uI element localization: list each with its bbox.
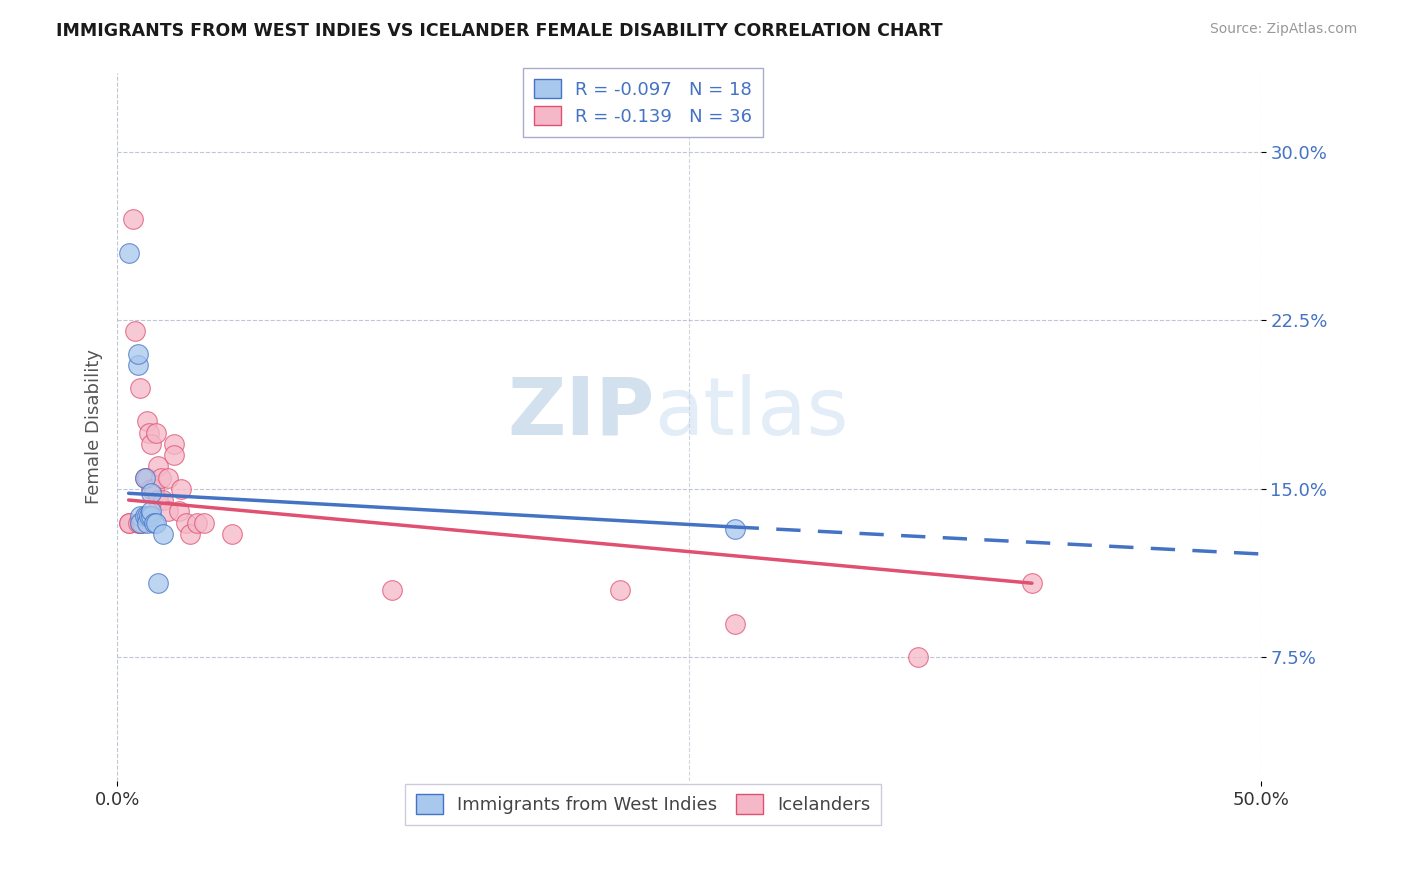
Point (179, 526, 201, 541)
Legend: Immigrants from West Indies, Icelanders: Immigrants from West Indies, Icelanders (405, 783, 882, 825)
Point (135, 508, 157, 523)
Point (148, 459, 170, 474)
Point (142, 516, 165, 530)
Point (129, 381, 152, 395)
Text: atlas: atlas (655, 374, 849, 452)
Point (135, 470, 157, 484)
Point (117, 245, 139, 260)
Point (124, 325, 146, 339)
Point (131, 516, 153, 530)
Point (134, 508, 156, 523)
Point (174, 516, 197, 530)
Point (134, 470, 156, 484)
Point (145, 425, 167, 440)
Point (127, 516, 149, 530)
Point (129, 508, 152, 523)
Point (141, 504, 163, 518)
Point (134, 470, 156, 484)
Point (142, 482, 165, 496)
Text: Source: ZipAtlas.com: Source: ZipAtlas.com (1209, 22, 1357, 37)
Point (907, 650, 929, 665)
Text: IMMIGRANTS FROM WEST INDIES VS ICELANDER FEMALE DISABILITY CORRELATION CHART: IMMIGRANTS FROM WEST INDIES VS ICELANDER… (56, 22, 943, 40)
Point (135, 414, 157, 428)
Point (156, 470, 179, 484)
Point (122, 212, 145, 227)
Point (152, 493, 174, 508)
Point (129, 516, 152, 530)
Point (135, 516, 157, 530)
Point (148, 576, 170, 591)
Point (724, 522, 747, 536)
Point (156, 504, 179, 518)
Point (152, 526, 174, 541)
Point (145, 516, 167, 530)
Point (724, 616, 747, 631)
Point (127, 358, 149, 372)
Point (381, 582, 404, 597)
Point (163, 437, 186, 451)
Point (141, 486, 163, 500)
Y-axis label: Female Disability: Female Disability (86, 350, 103, 505)
Point (127, 347, 149, 361)
Point (1021, 576, 1043, 591)
Point (170, 482, 193, 496)
Point (167, 504, 190, 518)
Point (148, 493, 170, 508)
Point (186, 516, 208, 530)
Point (141, 482, 163, 496)
Point (141, 437, 163, 451)
Point (163, 448, 186, 462)
Point (609, 582, 631, 597)
Point (117, 516, 139, 530)
Text: ZIP: ZIP (508, 374, 655, 452)
Point (138, 508, 160, 523)
Point (129, 516, 152, 530)
Point (149, 470, 172, 484)
Point (117, 516, 139, 530)
Point (193, 516, 215, 530)
Point (221, 526, 243, 541)
Point (138, 425, 160, 440)
Point (141, 508, 163, 523)
